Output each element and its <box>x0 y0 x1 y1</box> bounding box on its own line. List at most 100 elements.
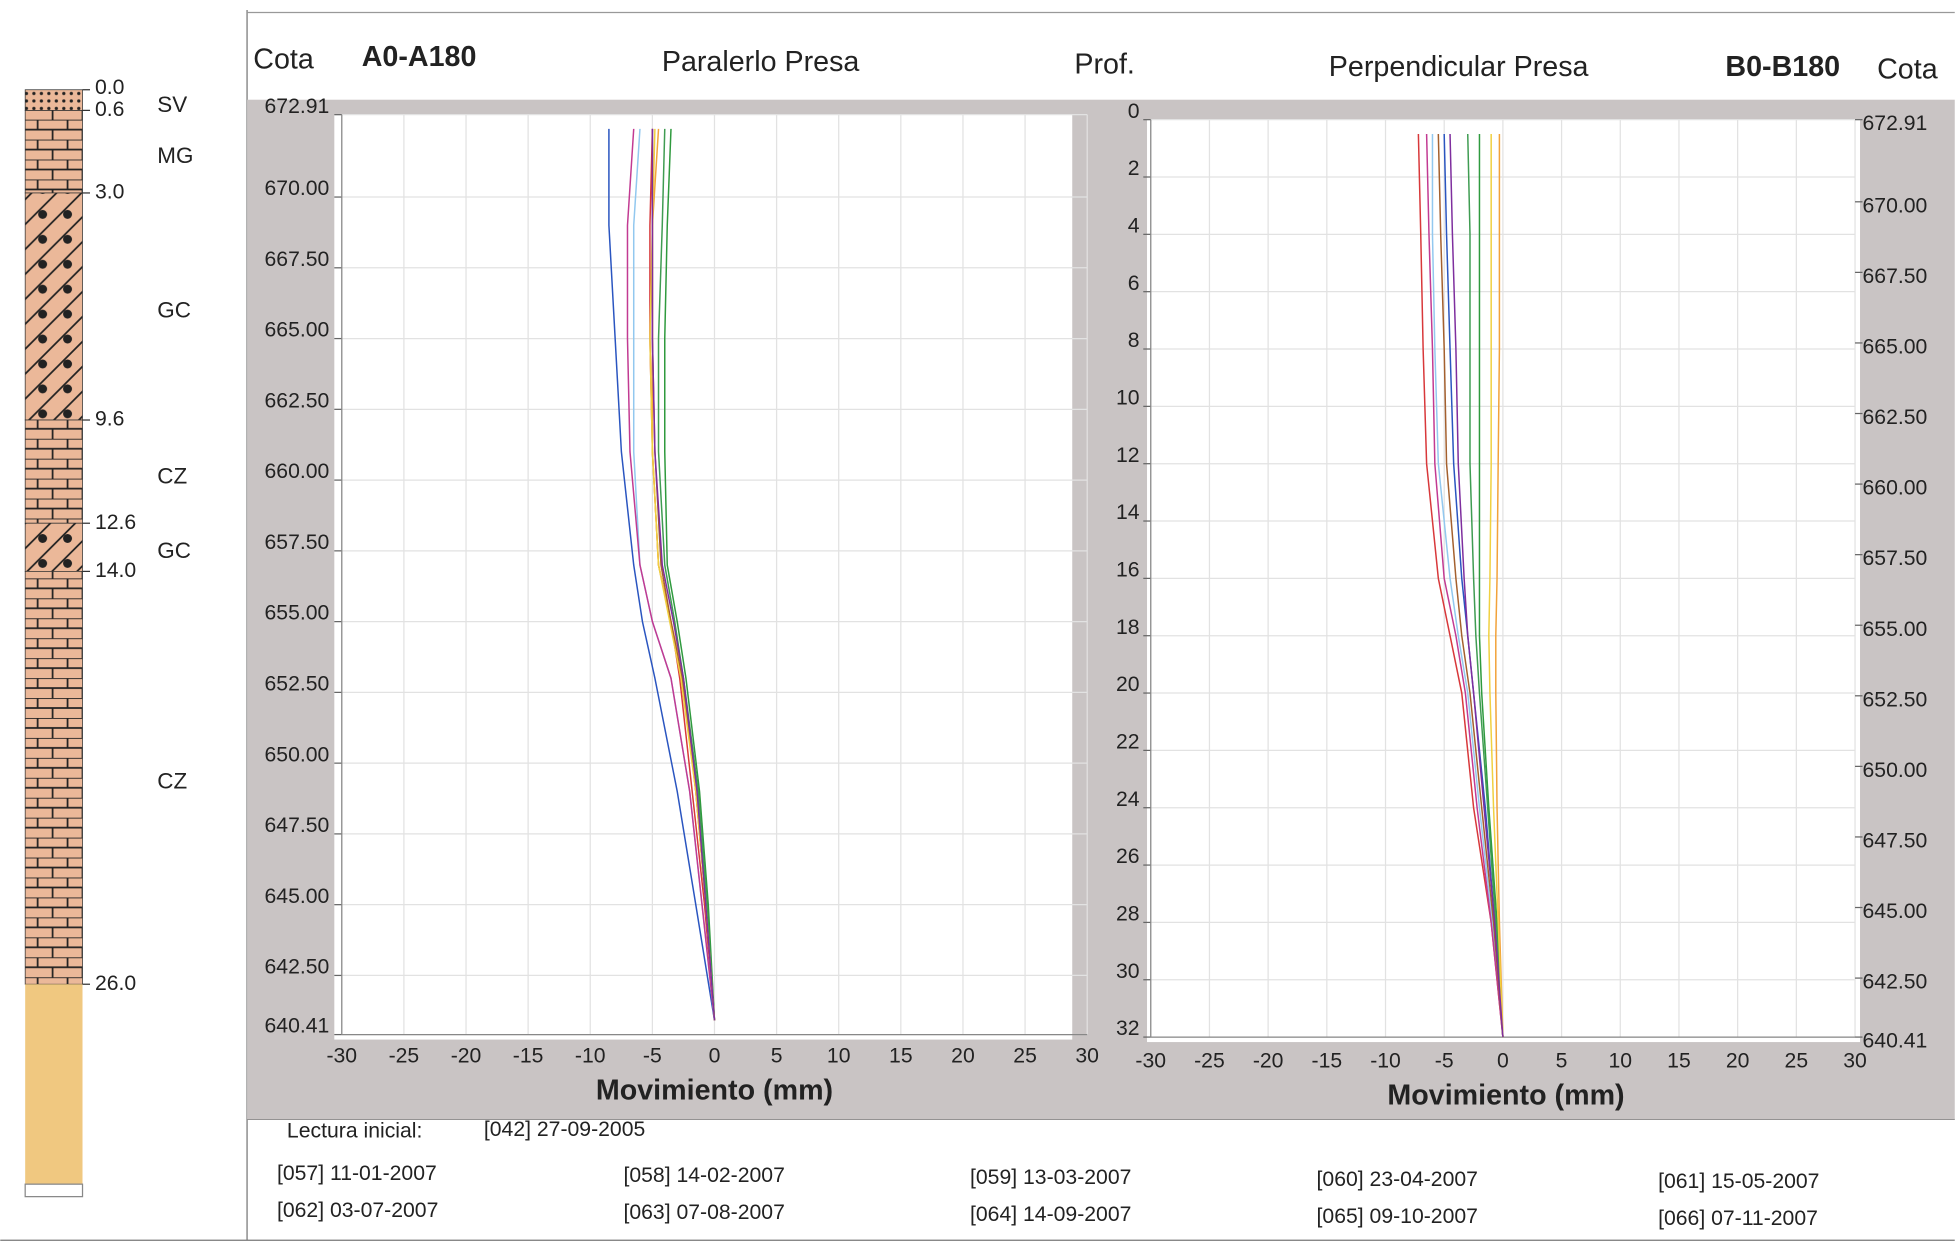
chart-id: B0-B180 <box>1725 51 1840 83</box>
x-tick-label: 25 <box>1013 1045 1037 1068</box>
y-axis-label: Cota <box>253 44 314 76</box>
x-tick-label: 15 <box>1667 1050 1691 1073</box>
x-tick-label: 5 <box>1556 1050 1568 1073</box>
series-line <box>1417 133 1504 1038</box>
soil-layer <box>24 522 83 572</box>
series-line <box>1425 133 1504 1038</box>
depth-label: 12.6 <box>95 511 136 534</box>
y2-tick-label: 672.91 <box>1863 112 1928 135</box>
y2-tick-label: 667.50 <box>1863 265 1928 288</box>
soil-column: SV MG GC CZ GC CZ 0.00.6 3.0 9.6 12.6 14.0 26.0 <box>24 76 193 1198</box>
x-tick-label: -15 <box>513 1045 544 1068</box>
y2-tick-label: 645.00 <box>1863 900 1928 923</box>
y-tick-label: 10 <box>1116 386 1140 409</box>
series-line <box>1431 133 1504 1038</box>
y-tick-label: 8 <box>1128 329 1140 352</box>
legend-entry: [062] 03-07-2007 <box>277 1199 438 1222</box>
soil-unit: CZ <box>157 769 187 794</box>
soil-unit: MG <box>157 143 193 168</box>
y-tick-label: 657.50 <box>265 531 330 554</box>
x-tick-label: 20 <box>1726 1050 1750 1073</box>
legend-entry: [066] 07-11-2007 <box>1658 1207 1818 1230</box>
y-tick-label: 12 <box>1116 444 1140 467</box>
soil-layer <box>24 1183 84 1198</box>
depth-label: 26.0 <box>95 972 136 995</box>
y-tick-label: 650.00 <box>265 743 330 766</box>
x-tick-label: -20 <box>1253 1050 1284 1073</box>
series-line <box>651 128 716 1021</box>
soil-layer <box>24 89 83 111</box>
legend-entry: [061] 15-05-2007 <box>1658 1170 1819 1193</box>
y-tick-label: 16 <box>1116 558 1140 581</box>
x-tick-label: -30 <box>1135 1050 1166 1073</box>
x-tick-label: -10 <box>1370 1050 1401 1073</box>
x-axis-label: Movimiento (mm) <box>596 1075 833 1107</box>
legend-entry: [065] 09-10-2007 <box>1317 1205 1478 1228</box>
x-tick-label: -10 <box>575 1045 606 1068</box>
y-tick-label: 640.41 <box>265 1015 330 1038</box>
series-line <box>1449 133 1504 1038</box>
y2-tick-label: 655.00 <box>1863 618 1928 641</box>
soil-unit: GC <box>157 298 191 323</box>
y-tick-label: 32 <box>1116 1017 1140 1040</box>
y-tick-label: 645.00 <box>265 885 330 908</box>
y-tick-label: 20 <box>1116 673 1140 696</box>
depth-label: 3.0 <box>95 181 124 204</box>
y2-axis-label: Cota <box>1877 54 1938 86</box>
depth-label: 0.6 <box>95 98 124 121</box>
series-line <box>1488 133 1504 1038</box>
soil-unit: CZ <box>157 463 187 488</box>
y-tick-label: 667.50 <box>265 248 330 271</box>
x-tick-label: 0 <box>709 1045 721 1068</box>
y-axis-label: Prof. <box>1074 49 1135 81</box>
soil-unit: GC <box>157 538 191 563</box>
legend-entry: [057] 11-01-2007 <box>277 1162 437 1185</box>
x-tick-label: -5 <box>643 1045 662 1068</box>
soil-unit: SV <box>157 92 187 117</box>
x-tick-label: 10 <box>1608 1050 1632 1073</box>
x-tick-label: 15 <box>889 1045 913 1068</box>
x-tick-label: -5 <box>1435 1050 1454 1073</box>
depth-label: 9.6 <box>95 408 124 431</box>
chart-id: A0-A180 <box>362 41 477 73</box>
y-tick-label: 670.00 <box>265 177 330 200</box>
y2-tick-label: 670.00 <box>1863 194 1928 217</box>
y-tick-label: 6 <box>1128 272 1140 295</box>
x-tick-label: -25 <box>389 1045 420 1068</box>
x-tick-label: 25 <box>1785 1050 1809 1073</box>
x-tick-label: 5 <box>771 1045 783 1068</box>
y-tick-label: 662.50 <box>265 389 330 412</box>
series-line <box>657 128 716 1021</box>
y2-tick-label: 660.00 <box>1863 477 1928 500</box>
y-tick-label: 14 <box>1116 501 1140 524</box>
y-tick-label: 24 <box>1116 788 1140 811</box>
y-tick-label: 18 <box>1116 616 1140 639</box>
y2-tick-label: 650.00 <box>1863 759 1928 782</box>
y2-tick-label: 647.50 <box>1863 830 1928 853</box>
x-tick-label: -30 <box>326 1045 357 1068</box>
x-axis-label: Movimiento (mm) <box>1387 1079 1624 1111</box>
soil-layer <box>24 571 83 985</box>
legend-label: Lectura inicial: <box>287 1119 422 1142</box>
legend-entry: [058] 14-02-2007 <box>623 1164 784 1187</box>
x-tick-label: -20 <box>451 1045 482 1068</box>
y-tick-label: 665.00 <box>265 319 330 342</box>
y-tick-label: 672.91 <box>265 95 330 118</box>
plot-area <box>334 114 1073 1040</box>
y2-tick-label: 652.50 <box>1863 688 1928 711</box>
y-tick-label: 647.50 <box>265 814 330 837</box>
chart-title: Perpendicular Presa <box>1329 51 1589 83</box>
soil-layer <box>25 984 83 1185</box>
y-tick-label: 30 <box>1116 960 1140 983</box>
depth-label: 14.0 <box>95 559 136 582</box>
soil-layer <box>24 110 83 194</box>
y-tick-label: 4 <box>1128 214 1140 237</box>
y-tick-label: 652.50 <box>265 672 330 695</box>
chart-title: Paralerlo Presa <box>662 46 860 78</box>
x-tick-label: 30 <box>1075 1045 1099 1068</box>
legend-entry: [064] 14-09-2007 <box>970 1203 1131 1226</box>
series-line <box>1466 133 1504 1038</box>
y-tick-label: 22 <box>1116 731 1140 754</box>
y-tick-label: 0 <box>1128 100 1140 123</box>
